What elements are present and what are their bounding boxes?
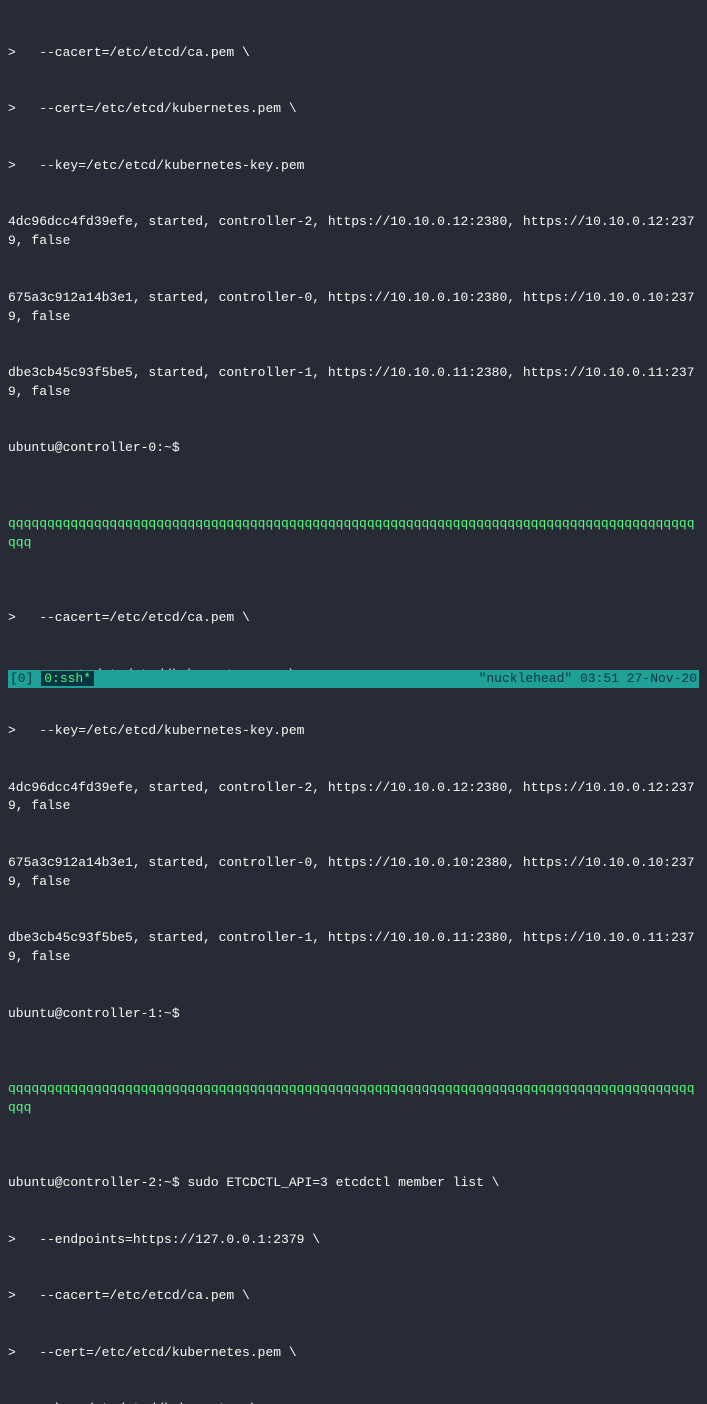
cmd-line: > --endpoints=https://127.0.0.1:2379 \ [8, 1231, 699, 1250]
output-line: 675a3c912a14b3e1, started, controller-0,… [8, 289, 699, 327]
statusbar-left: [0] 0:ssh* [10, 670, 94, 688]
output-line: 675a3c912a14b3e1, started, controller-0,… [8, 854, 699, 892]
cmd-line: > --cert=/etc/etcd/kubernetes.pem \ [8, 1344, 699, 1363]
cmd-line: > --cert=/etc/etcd/kubernetes.pem \ [8, 100, 699, 119]
cmd-line: > --cacert=/etc/etcd/ca.pem \ [8, 44, 699, 63]
statusbar-window[interactable]: 0:ssh* [41, 671, 94, 686]
statusbar-right: "nucklehead" 03:51 27-Nov-20 [479, 670, 697, 688]
cmd-line: > --cacert=/etc/etcd/ca.pem \ [8, 1287, 699, 1306]
cmd-line: > --key=/etc/etcd/kubernetes-key.pem [8, 157, 699, 176]
prompt: ubuntu@controller-1:~$ [8, 1005, 699, 1024]
pane-separator: qqqqqqqqqqqqqqqqqqqqqqqqqqqqqqqqqqqqqqqq… [8, 1080, 699, 1118]
output-line: dbe3cb45c93f5be5, started, controller-1,… [8, 929, 699, 967]
cmd-line: > --key=/etc/etcd/kubernetes-key.pem [8, 1400, 699, 1404]
output-line: 4dc96dcc4fd39efe, started, controller-2,… [8, 213, 699, 251]
prompt: ubuntu@controller-0:~$ [8, 439, 699, 458]
cmd-line: > --cacert=/etc/etcd/ca.pem \ [8, 609, 699, 628]
cmd-line: ubuntu@controller-2:~$ sudo ETCDCTL_API=… [8, 1174, 699, 1193]
pane-separator: qqqqqqqqqqqqqqqqqqqqqqqqqqqqqqqqqqqqqqqq… [8, 515, 699, 553]
terminal-output[interactable]: > --cacert=/etc/etcd/ca.pem \ > --cert=/… [0, 0, 707, 1404]
output-line: dbe3cb45c93f5be5, started, controller-1,… [8, 364, 699, 402]
output-line: 4dc96dcc4fd39efe, started, controller-2,… [8, 779, 699, 817]
cmd-line: > --key=/etc/etcd/kubernetes-key.pem [8, 722, 699, 741]
tmux-statusbar: [0] 0:ssh* "nucklehead" 03:51 27-Nov-20 [8, 670, 699, 688]
